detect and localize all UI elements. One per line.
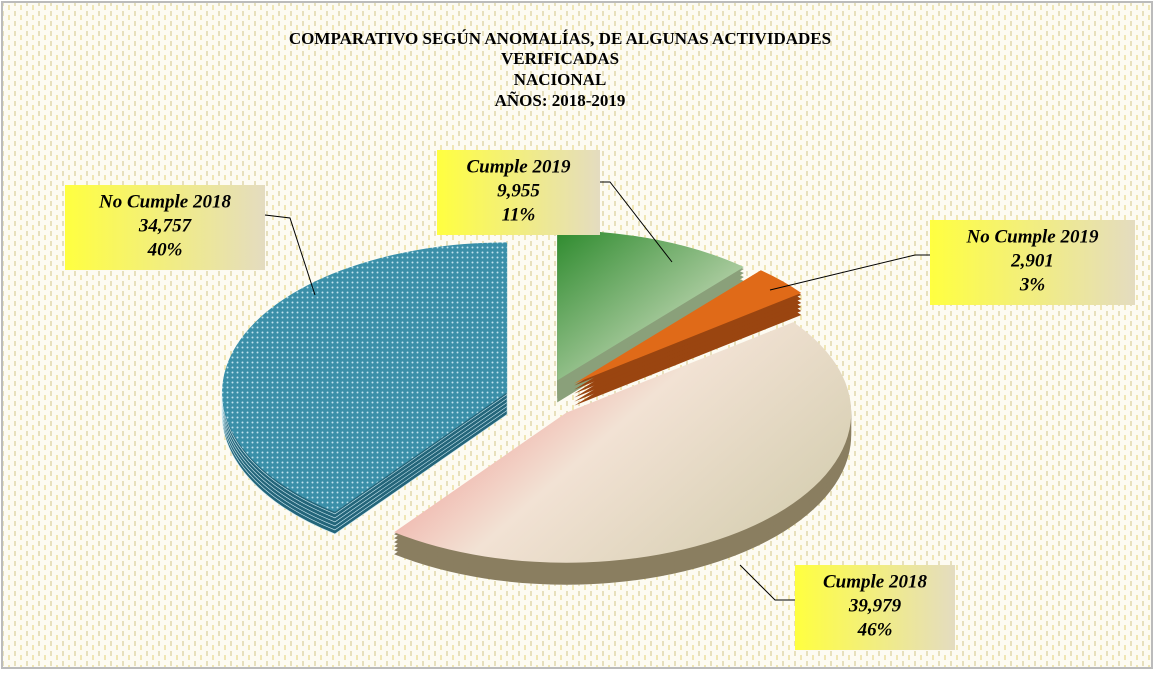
title-line: VERIFICADAS bbox=[501, 49, 619, 68]
leader-line bbox=[769, 254, 930, 291]
label-category: Cumple 2019 bbox=[467, 156, 571, 177]
label-box bbox=[930, 220, 1135, 305]
label-box bbox=[65, 185, 265, 270]
slice bbox=[574, 270, 802, 406]
label-box bbox=[795, 565, 955, 650]
label-value: 39,979 bbox=[848, 595, 902, 616]
label-percent: 11% bbox=[502, 204, 536, 225]
slice bbox=[394, 322, 852, 585]
label-percent: 3% bbox=[1019, 274, 1045, 295]
slice-top bbox=[222, 242, 508, 512]
label-box bbox=[437, 150, 600, 235]
slice-top bbox=[394, 322, 852, 563]
label-percent: 46% bbox=[857, 619, 893, 640]
leader-line bbox=[739, 564, 795, 601]
label-value: 9,955 bbox=[497, 180, 540, 201]
data-label: No Cumple 2018 34,757 40% bbox=[65, 185, 265, 270]
label-category: Cumple 2018 bbox=[823, 571, 927, 592]
title: COMPARATIVO SEGÚN ANOMALÍAS, DE ALGUNAS … bbox=[289, 29, 831, 110]
label-value: 2,901 bbox=[1010, 250, 1054, 271]
slice bbox=[221, 242, 508, 535]
label-value: 34,757 bbox=[138, 215, 193, 236]
data-label: Cumple 2018 39,979 46% bbox=[795, 565, 955, 650]
label-category: No Cumple 2019 bbox=[966, 226, 1099, 247]
label-category: No Cumple 2018 bbox=[98, 191, 231, 212]
leader-line bbox=[264, 214, 316, 296]
title-line: COMPARATIVO SEGÚN ANOMALÍAS, DE ALGUNAS … bbox=[289, 29, 831, 48]
title-line: AÑOS: 2018-2019 bbox=[495, 91, 626, 110]
slice-top bbox=[557, 230, 744, 381]
slice bbox=[557, 230, 744, 403]
data-label: Cumple 2019 9,955 11% bbox=[437, 150, 600, 235]
leader-line bbox=[600, 181, 673, 263]
slice-top bbox=[574, 270, 802, 384]
title-line: NACIONAL bbox=[514, 70, 607, 89]
data-label: No Cumple 2019 2,901 3% bbox=[930, 220, 1135, 305]
label-percent: 40% bbox=[147, 239, 183, 260]
